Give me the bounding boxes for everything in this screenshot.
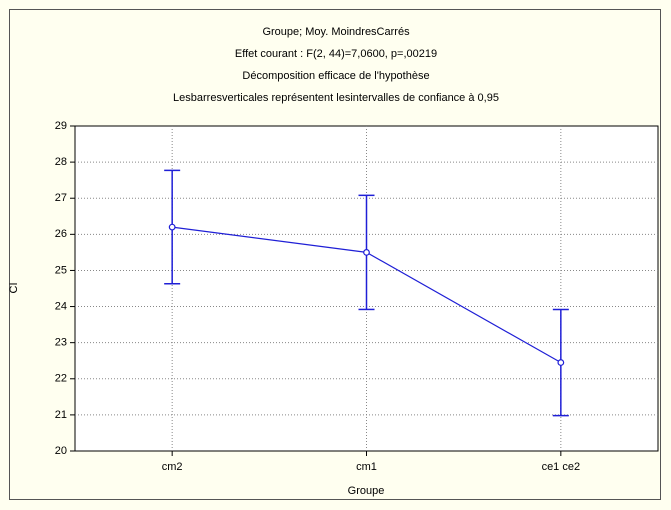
chart-title: Décomposition efficace de l'hypothèse [242, 70, 429, 82]
y-tick-label: 22 [55, 373, 67, 385]
y-tick-label: 23 [55, 337, 67, 349]
y-tick-label: 20 [55, 445, 67, 457]
y-tick-label: 21 [55, 409, 67, 421]
y-tick-label: 25 [55, 264, 67, 276]
frame [9, 9, 661, 500]
point [168, 223, 176, 231]
point [557, 359, 565, 366]
x-axis-label: Groupe [348, 485, 385, 497]
y-tick-label: 28 [55, 156, 67, 168]
point [363, 248, 370, 256]
y-tick-label: 26 [55, 228, 67, 240]
x-tick-label: cm2 [162, 461, 183, 473]
y-axis-label: CI [8, 283, 20, 294]
y-tick-label: 27 [55, 192, 67, 204]
x-tick-label: ce1 ce2 [542, 461, 581, 473]
y-tick-label: 29 [55, 120, 67, 132]
chart-title: Lesbarresverticales représentent lesinte… [173, 92, 499, 104]
chart-title: Effet courant : F(2, 44)=7,0600, p=,0021… [235, 48, 437, 60]
y-tick-label: 24 [55, 300, 67, 312]
chart-title: Groupe; Moy. MoindresCarrés [262, 26, 410, 38]
x-tick-label: cm1 [356, 461, 377, 473]
